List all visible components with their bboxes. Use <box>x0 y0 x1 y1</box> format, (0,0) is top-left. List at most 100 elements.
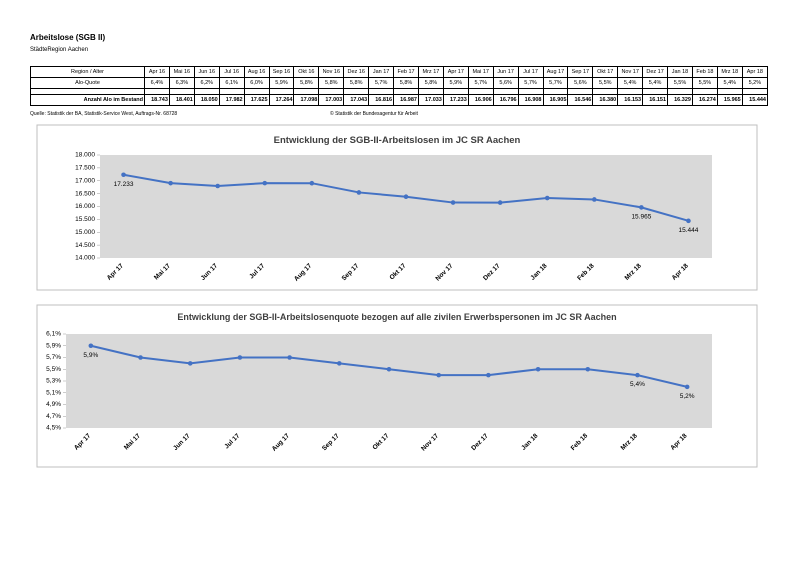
table-cell <box>218 88 245 95</box>
table-cell: 5,8% <box>293 77 320 89</box>
table-cell: 18.050 <box>193 94 220 106</box>
table-cell: 16.380 <box>592 94 619 106</box>
table-cell: 17.982 <box>218 94 245 106</box>
table-cell: 16.153 <box>617 94 644 106</box>
table-cell: 16.329 <box>667 94 693 106</box>
data-point <box>403 194 409 200</box>
data-point <box>138 355 143 360</box>
data-label: 5,4% <box>630 381 645 388</box>
table-cell: 18.401 <box>168 94 195 106</box>
y-tick-label: 18.000 <box>75 152 95 159</box>
table-cell <box>567 88 594 95</box>
data-point <box>497 200 503 205</box>
table-cell: 6,1% <box>218 77 245 89</box>
table-cell <box>617 88 644 95</box>
table-cell: 16.816 <box>368 94 395 106</box>
table-cell: 5,5% <box>592 77 619 89</box>
data-point <box>684 384 690 390</box>
y-tick-label: 16.000 <box>75 203 95 210</box>
y-tick-label: 14.000 <box>75 255 95 262</box>
table-cell: 16.908 <box>517 94 544 106</box>
data-label: 5,9% <box>83 352 98 359</box>
data-point <box>187 361 193 366</box>
chart-title: Entwicklung der SGB-II-Arbeitslosen im J… <box>274 135 521 146</box>
table-cell: 17.043 <box>343 94 370 106</box>
data-label: 17.233 <box>114 181 134 188</box>
y-tick-label: 4,5% <box>46 425 61 432</box>
table-cell: 5,6% <box>492 77 519 89</box>
data-point <box>585 366 591 372</box>
data-label: 15.444 <box>679 227 699 234</box>
data-point <box>436 372 441 378</box>
table-cell <box>517 88 544 95</box>
data-point <box>237 355 243 360</box>
data-label: 15.965 <box>631 213 651 220</box>
table-cell: 5,8% <box>343 77 370 89</box>
table-cell <box>193 88 220 95</box>
data-point <box>215 183 220 189</box>
data-point <box>386 366 392 372</box>
table-cell <box>168 88 195 95</box>
data-point <box>450 200 456 205</box>
table-cell: 16.151 <box>642 94 669 106</box>
table-cell: 5,4% <box>642 77 669 89</box>
table-cell: 5,5% <box>667 77 693 89</box>
data-point <box>309 180 315 186</box>
data-point <box>88 343 94 349</box>
table-cell <box>741 88 769 95</box>
data-table: Region / Alter Apr 16 Mai 16 Jun 16 Jul 16 Au… <box>30 66 769 106</box>
data-point <box>592 197 597 202</box>
table-cell: 16.906 <box>467 94 494 106</box>
data-point <box>287 355 292 360</box>
y-tick-label: 5,5% <box>46 366 61 373</box>
table-cell: 15.444 <box>741 94 769 106</box>
table-cell: Sep 17 <box>567 66 594 78</box>
table-cell: 5,9% <box>442 77 469 89</box>
y-tick-label: 5,7% <box>46 354 61 361</box>
table-cell: 5,7% <box>542 77 569 89</box>
table-cell: 5,7% <box>517 77 544 89</box>
plot-area <box>66 334 712 428</box>
table-cell <box>542 88 569 95</box>
table-cell: 5,8% <box>417 77 444 89</box>
table-cell: 16.987 <box>393 94 419 106</box>
table-cell <box>144 88 170 95</box>
table-cell: 5,6% <box>567 77 594 89</box>
table-row <box>30 88 769 95</box>
table-cell: 5,9% <box>268 77 295 89</box>
plot-area <box>100 155 712 258</box>
y-tick-label: 4,9% <box>46 401 61 408</box>
page-title: Arbeitslose (SGB II) <box>30 33 106 42</box>
data-point <box>486 372 491 378</box>
table-cell: 16.905 <box>542 94 569 106</box>
source-note: Quelle: Statistik der BA, Statistik-Serv… <box>30 111 178 117</box>
y-tick-label: 14.500 <box>75 242 95 249</box>
table-cell <box>30 88 145 95</box>
chart-title: Entwicklung der SGB-II-Arbeitslosenquote… <box>177 312 616 322</box>
table-cell <box>492 88 519 95</box>
y-tick-label: 4,7% <box>46 413 61 420</box>
table-cell: 17.233 <box>442 94 469 106</box>
table-cell: 6,4% <box>144 77 170 89</box>
copyright-note: © Statistik der Bundesagentur für Arbeit <box>330 111 418 117</box>
table-row: Region / Alter Apr 16 Mai 16 Jun 16 Jul 16 Au… <box>30 66 769 78</box>
table-cell: 18.743 <box>144 94 170 106</box>
table-cell: Apr 16 <box>144 66 170 78</box>
data-point <box>635 372 640 378</box>
table-cell <box>667 88 693 95</box>
y-tick-label: 15.500 <box>75 216 95 223</box>
page-subtitle: StädteRegion Aachen <box>30 47 89 53</box>
table-cell <box>592 88 619 95</box>
table-cell <box>691 88 718 95</box>
y-tick-label: 16.500 <box>75 190 95 197</box>
table-cell: Alo-Quote <box>30 77 145 89</box>
y-tick-label: 17.000 <box>75 177 95 184</box>
table-cell: 5,4% <box>617 77 644 89</box>
table-cell: 5,5% <box>691 77 718 89</box>
data-point <box>686 218 691 224</box>
y-tick-label: 5,3% <box>46 378 61 385</box>
data-point <box>337 361 342 366</box>
data-point <box>544 195 550 201</box>
table-cell: Anzahl Alo im Bestand <box>30 94 145 106</box>
